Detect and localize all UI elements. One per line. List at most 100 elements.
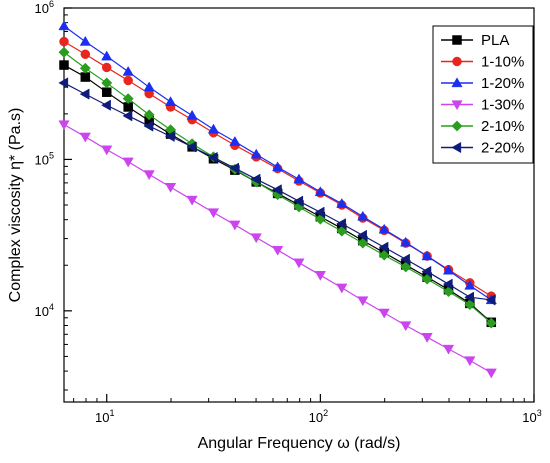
y-tick-label: 104	[35, 302, 54, 319]
data-point	[272, 245, 284, 256]
data-point	[79, 132, 91, 143]
x-tick-label: 101	[95, 408, 114, 425]
data-point	[250, 173, 261, 185]
legend-marker	[451, 100, 463, 111]
data-point	[271, 184, 282, 196]
data-point	[272, 161, 284, 172]
x-tick-label: 102	[309, 408, 328, 425]
data-point	[58, 77, 69, 89]
data-point	[143, 109, 155, 121]
data-point	[485, 368, 497, 379]
data-point	[336, 218, 346, 230]
data-point	[464, 356, 476, 367]
legend-label: 1-30%	[481, 97, 524, 114]
y-tick-label: 106	[35, 0, 54, 16]
data-point	[143, 120, 154, 132]
data-point	[250, 148, 262, 159]
data-point	[101, 77, 113, 89]
data-point	[400, 321, 412, 332]
legend-marker	[451, 120, 463, 132]
data-point	[421, 250, 433, 261]
data-point	[59, 60, 69, 70]
data-point	[164, 130, 175, 142]
data-point	[464, 279, 476, 290]
data-point	[59, 36, 69, 47]
legend-entry: 1-30%	[441, 97, 524, 114]
data-point	[143, 170, 155, 181]
data-point	[207, 151, 218, 164]
data-point	[186, 141, 197, 153]
data-point	[229, 135, 241, 146]
data-point	[186, 109, 198, 120]
data-point	[101, 87, 112, 97]
legend-box	[432, 25, 534, 164]
data-point	[378, 308, 390, 319]
data-point	[293, 195, 304, 207]
legend-marker	[451, 141, 462, 154]
data-point	[357, 229, 367, 241]
data-point	[122, 93, 134, 105]
data-point	[485, 317, 497, 329]
legend-label: 2-20%	[481, 140, 524, 157]
data-point	[207, 208, 220, 219]
data-point	[101, 62, 112, 73]
data-point	[485, 294, 496, 306]
data-point	[357, 296, 369, 307]
data-point	[122, 110, 133, 122]
data-point	[229, 162, 240, 174]
legend-marker	[452, 35, 462, 45]
series-layer	[58, 20, 497, 379]
data-point	[186, 195, 198, 206]
data-point	[336, 198, 348, 208]
data-point	[336, 225, 348, 237]
legend-label: 1-10%	[481, 54, 524, 71]
legend: PLA 1-10% 1-20% 1-30% 2-10% 2-20%	[432, 25, 534, 164]
data-point	[250, 233, 262, 244]
data-point	[378, 249, 390, 261]
data-point	[79, 88, 90, 100]
data-point	[442, 286, 455, 298]
legend-label: PLA	[481, 32, 509, 49]
data-point	[80, 49, 91, 59]
data-point	[293, 258, 305, 269]
data-point	[421, 333, 433, 343]
data-point	[101, 145, 113, 156]
series-2-20	[58, 77, 496, 306]
legend-entry: 1-20%	[441, 75, 524, 92]
data-point	[400, 261, 412, 273]
data-point	[164, 96, 177, 106]
legend-marker	[452, 56, 462, 67]
data-point	[336, 283, 348, 294]
data-point	[400, 253, 410, 265]
data-point	[314, 271, 326, 281]
legend-label: 2-10%	[481, 118, 524, 135]
data-point	[143, 81, 155, 92]
series-1-20	[58, 20, 497, 305]
data-point	[314, 186, 326, 197]
legend-entry: 1-10%	[441, 54, 524, 71]
data-point	[442, 264, 455, 275]
x-axis-title: Angular Frequency ω (rad/s)	[198, 435, 401, 452]
data-point	[229, 220, 241, 231]
data-point	[378, 241, 389, 253]
data-point	[421, 265, 432, 278]
data-point	[464, 299, 476, 311]
legend-entry: 2-10%	[441, 118, 524, 135]
data-point	[207, 123, 220, 134]
legend-entry: 2-20%	[441, 140, 524, 157]
data-point	[314, 206, 325, 218]
series-2-10	[58, 46, 497, 329]
data-point	[357, 210, 369, 221]
data-point	[58, 20, 70, 31]
data-point	[293, 173, 305, 184]
data-point	[58, 46, 70, 58]
data-point	[464, 291, 475, 303]
data-point	[314, 213, 326, 225]
data-point	[421, 273, 433, 285]
legend-entry: PLA	[441, 32, 509, 49]
data-point	[101, 50, 113, 61]
y-axis-title: Complex viscosity η* (Pa.s)	[7, 108, 24, 303]
data-point	[357, 237, 369, 249]
data-point	[58, 120, 70, 131]
